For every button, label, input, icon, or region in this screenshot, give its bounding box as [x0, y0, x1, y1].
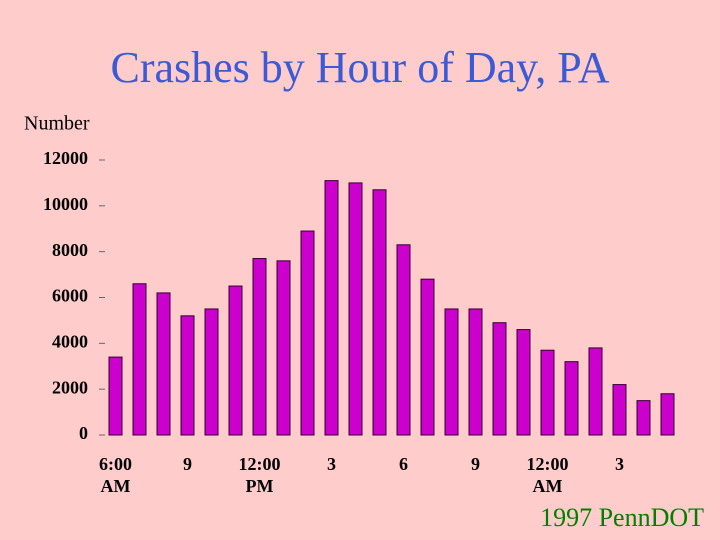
- bar: [540, 349, 555, 436]
- bar: [132, 283, 147, 436]
- bar: [348, 182, 363, 436]
- bar: [612, 384, 627, 436]
- bar: [204, 308, 219, 436]
- bar: [516, 329, 531, 436]
- bar: [276, 260, 291, 436]
- x-tick-label: 6:00 AM: [99, 454, 132, 496]
- y-axis-label: Number: [24, 113, 90, 135]
- y-tick-label: 4000: [52, 331, 88, 351]
- bar: [492, 322, 507, 436]
- y-tick-label: 6000: [52, 286, 88, 306]
- y-tick-label: 2000: [52, 377, 88, 397]
- y-tick-label: 0: [79, 423, 88, 443]
- x-tick-label: 3: [327, 454, 336, 474]
- source-note: 1997 PennDOT: [540, 503, 704, 532]
- bar: [372, 189, 387, 436]
- bar: [396, 244, 411, 436]
- bar: [108, 356, 123, 436]
- y-tick-label: 8000: [52, 240, 88, 260]
- bar: [636, 400, 651, 436]
- bar: [252, 258, 267, 436]
- x-tick-label: 6: [399, 454, 408, 474]
- y-tick-label: 10000: [43, 194, 88, 214]
- bar: [300, 230, 315, 436]
- bar: [156, 292, 171, 436]
- y-tick-label: 12000: [43, 148, 88, 168]
- bar: [468, 308, 483, 436]
- bar: [228, 285, 243, 436]
- x-tick-label: 9: [471, 454, 480, 474]
- bar: [660, 393, 675, 436]
- x-tick-label: 12:00 AM: [526, 454, 569, 496]
- bar: [180, 315, 195, 436]
- bar: [420, 278, 435, 436]
- bar: [564, 361, 579, 436]
- chart-title: Crashes by Hour of Day, PA: [110, 43, 609, 92]
- x-tick-label: 12:00 PM: [238, 454, 281, 496]
- x-tick-label: 3: [615, 454, 624, 474]
- bar: [324, 180, 339, 436]
- bar: [588, 347, 603, 436]
- x-tick-label: 9: [183, 454, 192, 474]
- bar: [444, 308, 459, 436]
